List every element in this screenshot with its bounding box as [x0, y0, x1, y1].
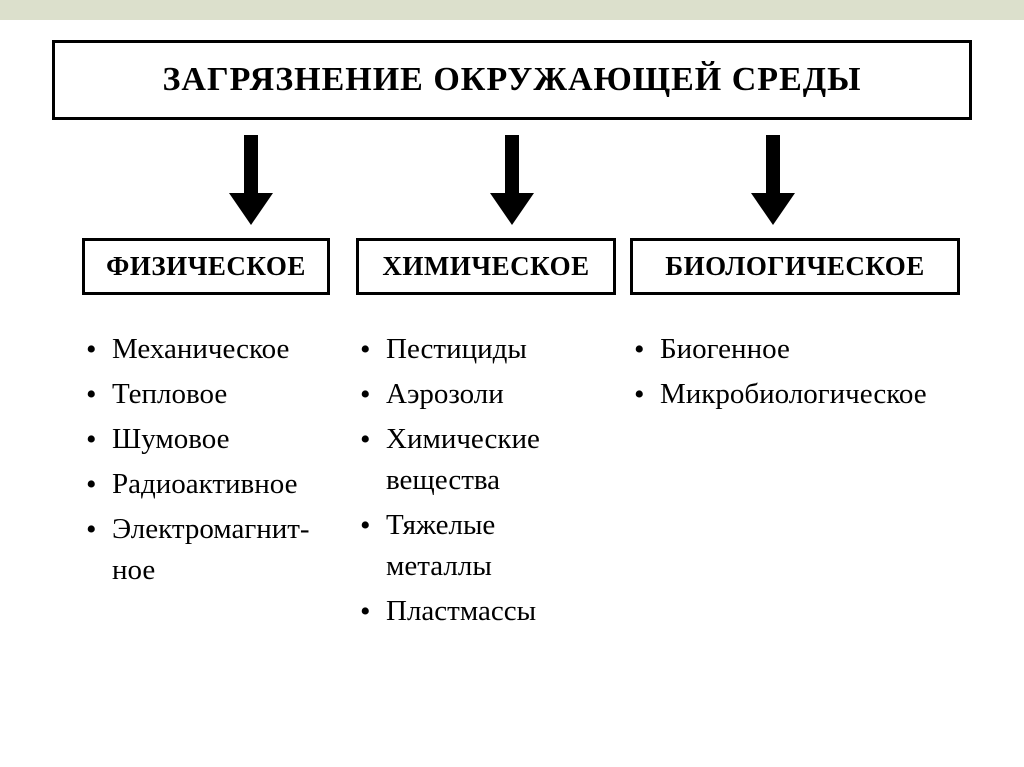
category-label: ФИЗИЧЕСКОЕ: [82, 238, 330, 295]
list-item: Химические: [360, 417, 540, 462]
arrows-row: [40, 135, 984, 230]
list-item: Биогенное: [634, 327, 927, 372]
main-title-box: ЗАГРЯЗНЕНИЕ ОКРУЖАЮЩЕЙ СРЕДЫ: [52, 40, 972, 120]
list-item-continuation: ное: [86, 548, 310, 593]
items-list-biological: Биогенное Микробиологическое: [630, 327, 927, 417]
category-physical: ФИЗИЧЕСКОЕ Механическое Тепловое Шумовое…: [82, 238, 356, 634]
list-item: Тяжелые: [360, 503, 540, 548]
main-title: ЗАГРЯЗНЕНИЕ ОКРУЖАЮЩЕЙ СРЕДЫ: [85, 61, 939, 99]
list-item: Электромагнит-: [86, 507, 310, 552]
category-biological: БИОЛОГИЧЕСКОЕ Биогенное Микробиологическ…: [630, 238, 960, 634]
categories-row: ФИЗИЧЕСКОЕ Механическое Тепловое Шумовое…: [40, 238, 984, 634]
list-item: Аэрозоли: [360, 372, 540, 417]
arrow-down-icon: [743, 135, 803, 227]
items-list-physical: Механическое Тепловое Шумовое Радиоактив…: [82, 327, 310, 593]
list-item-continuation: вещества: [360, 458, 540, 503]
list-item: Тепловое: [86, 372, 310, 417]
list-item: Шумовое: [86, 417, 310, 462]
category-chemical: ХИМИЧЕСКОЕ Пестициды Аэрозоли Химические…: [356, 238, 630, 634]
diagram-container: ЗАГРЯЗНЕНИЕ ОКРУЖАЮЩЕЙ СРЕДЫ ФИЗИЧЕСКОЕ …: [0, 20, 1024, 634]
category-label: ХИМИЧЕСКОЕ: [356, 238, 616, 295]
list-item: Пластмассы: [360, 589, 540, 634]
items-list-chemical: Пестициды Аэрозоли Химические вещества Т…: [356, 327, 540, 634]
list-item: Микробиологическое: [634, 372, 927, 417]
list-item: Радиоактивное: [86, 462, 310, 507]
arrow-down-icon: [221, 135, 281, 227]
category-label: БИОЛОГИЧЕСКОЕ: [630, 238, 960, 295]
list-item-continuation: металлы: [360, 544, 540, 589]
list-item: Механическое: [86, 327, 310, 372]
list-item: Пестициды: [360, 327, 540, 372]
decorative-top-bar: [0, 0, 1024, 20]
arrow-down-icon: [482, 135, 542, 227]
